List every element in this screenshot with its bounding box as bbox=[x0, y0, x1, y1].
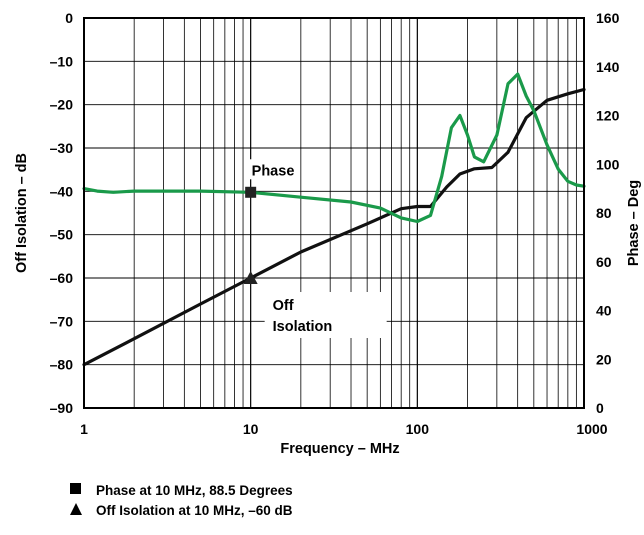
x-tick-label: 100 bbox=[406, 421, 430, 437]
annotation-notes: Phase at 10 MHz, 88.5 Degrees Off Isolat… bbox=[66, 481, 293, 521]
y2-tick-label: 140 bbox=[596, 59, 620, 75]
grid bbox=[84, 18, 584, 408]
series-layer bbox=[82, 72, 586, 367]
x-axis-title: Frequency – MHz bbox=[280, 441, 399, 457]
y2-tick-label: 120 bbox=[596, 108, 620, 124]
isolation-curve-label: Isolation bbox=[273, 319, 333, 335]
square-marker-icon bbox=[70, 483, 81, 494]
isolation-label-bg bbox=[264, 292, 387, 338]
x-tick-label: 1 bbox=[80, 421, 88, 437]
triangle-marker-icon bbox=[70, 503, 82, 515]
y-tick-label: –50 bbox=[50, 227, 74, 243]
marker-layer: Phase Off Isolation bbox=[243, 159, 387, 338]
x-tick-label: 1000 bbox=[576, 421, 607, 437]
y-tick-label: –80 bbox=[50, 357, 74, 373]
plot-frame bbox=[83, 17, 585, 409]
isolation-note: Off Isolation at 10 MHz, –60 dB bbox=[66, 501, 293, 521]
isolation-curve-label: Off bbox=[273, 298, 294, 314]
isolation-marker-triangle bbox=[243, 271, 258, 284]
phase-marker-square bbox=[245, 186, 257, 198]
y2-tick-label: 100 bbox=[596, 156, 620, 172]
y2-tick-label: 40 bbox=[596, 303, 612, 319]
label-layer: 0–10–20–30–40–50–60–70–80–90160140120100… bbox=[14, 10, 642, 457]
y-tick-label: 0 bbox=[65, 10, 73, 26]
y2-tick-label: 60 bbox=[596, 254, 612, 270]
y-tick-label: –20 bbox=[50, 97, 74, 113]
y2-tick-label: 80 bbox=[596, 205, 612, 221]
y-tick-label: –30 bbox=[50, 140, 74, 156]
y-tick-label: –10 bbox=[50, 53, 74, 69]
phase-curve-label: Phase bbox=[252, 163, 295, 179]
phase-note: Phase at 10 MHz, 88.5 Degrees bbox=[66, 481, 293, 501]
y2-tick-label: 160 bbox=[596, 10, 620, 26]
y2-tick-label: 20 bbox=[596, 351, 612, 367]
x-tick-label: 10 bbox=[243, 421, 259, 437]
off-isolation-curve bbox=[82, 87, 586, 367]
y-axis-title: Off Isolation – dB bbox=[14, 153, 30, 273]
y2-tick-label: 0 bbox=[596, 400, 604, 416]
y-tick-label: –90 bbox=[50, 400, 74, 416]
phase-note-text: Phase at 10 MHz, 88.5 Degrees bbox=[96, 483, 293, 498]
phase-curve bbox=[82, 72, 586, 224]
y-tick-label: –70 bbox=[50, 313, 74, 329]
y2-axis-title: Phase – Deg bbox=[626, 180, 642, 266]
y-tick-label: –40 bbox=[50, 183, 74, 199]
y-tick-label: –60 bbox=[50, 270, 74, 286]
phase-label-bg bbox=[247, 159, 298, 180]
isolation-note-text: Off Isolation at 10 MHz, –60 dB bbox=[96, 503, 293, 518]
